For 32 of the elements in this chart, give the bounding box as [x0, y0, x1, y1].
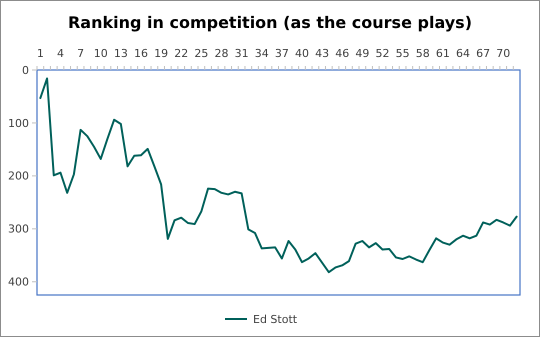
x-tick-label: 46 [335, 47, 350, 60]
x-tick-label: 10 [94, 47, 108, 60]
x-tick-label: 49 [355, 47, 370, 60]
x-tick-label: 31 [234, 47, 249, 60]
y-tick-label: 400 [8, 276, 29, 289]
line-series [39, 77, 518, 274]
x-tick-label: 16 [134, 47, 148, 60]
x-tick-label: 61 [436, 47, 450, 60]
x-tick-label: 25 [194, 47, 208, 60]
x-tick-label: 52 [375, 47, 390, 60]
x-tick-label: 28 [214, 47, 228, 60]
x-tick-label: 67 [476, 47, 490, 60]
x-tick-label: 7 [77, 47, 84, 60]
y-tick-label: 300 [8, 222, 29, 236]
legend-label: Ed Stott [253, 312, 298, 326]
chart-title: Ranking in competition (as the course plays) [68, 13, 472, 32]
x-tick-label: 43 [315, 47, 330, 60]
x-tick-label: 37 [274, 47, 289, 60]
x-tick-label: 4 [56, 47, 64, 60]
x-tick-label: 1 [36, 47, 44, 60]
y-tick-label: 200 [8, 170, 29, 183]
y-tick-label: 0 [22, 64, 29, 77]
y-tick-label: 100 [8, 116, 29, 130]
x-tick-label: 55 [396, 47, 410, 60]
x-tick-label: 64 [456, 47, 470, 60]
x-tick-label: 34 [254, 47, 269, 60]
x-tick-label: 40 [294, 47, 309, 60]
x-tick-label: 22 [174, 47, 188, 60]
x-tick-label: 58 [416, 47, 430, 60]
x-tick-label: 19 [154, 47, 168, 60]
x-tick-label: 13 [114, 47, 128, 60]
x-tick-label: 70 [496, 47, 510, 60]
